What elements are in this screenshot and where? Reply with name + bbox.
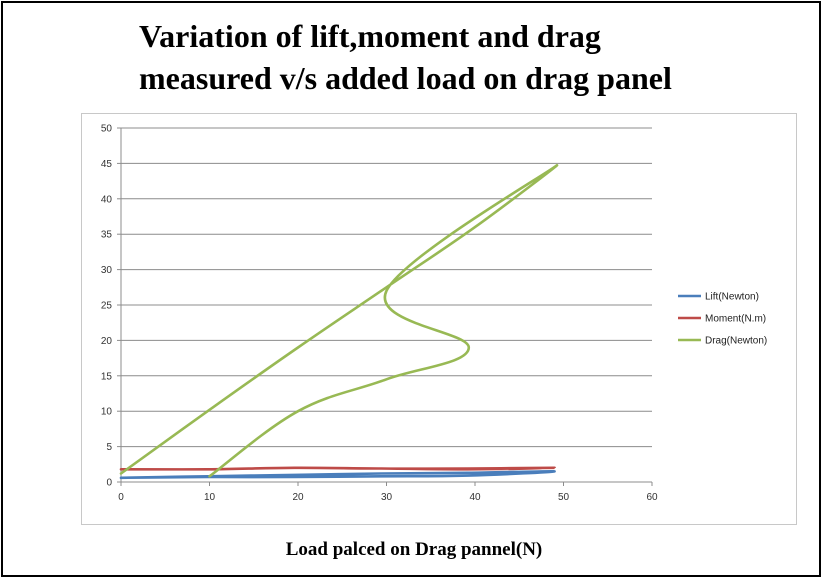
plot-area-box: 0 5 10 15 20 25 30 35 40 45 50 0 10 20 30 40 50 60 Lift(N…	[81, 113, 797, 525]
series-line-lift-newton	[119, 470, 556, 480]
y-tick-label: 10	[101, 407, 113, 418]
y-tick-label: 40	[101, 194, 113, 205]
series-lines	[119, 163, 559, 480]
x-tick-label: 50	[558, 492, 570, 503]
chart-title-line-2: measured v/s added load on drag panel	[139, 60, 672, 96]
legend: Lift(Newton) Moment(N.m) Drag(Newton)	[678, 292, 767, 347]
series-line-drag-newton	[119, 163, 559, 478]
y-tick-label: 0	[106, 478, 112, 489]
x-tick-label: 40	[469, 492, 481, 503]
x-tick-label: 30	[381, 492, 393, 503]
legend-label-lift-newton: Lift(Newton)	[705, 292, 759, 303]
y-tick-label: 5	[106, 442, 112, 453]
y-tick-label: 15	[101, 371, 113, 382]
x-tick-label: 20	[292, 492, 304, 503]
y-tick-label: 45	[101, 159, 113, 170]
series-line-moment-n-m	[119, 466, 556, 471]
y-tick-label: 25	[101, 301, 113, 312]
line-chart: 0 5 10 15 20 25 30 35 40 45 50 0 10 20 30 40 50 60 Lift(N…	[101, 124, 767, 504]
x-tick-label: 60	[646, 492, 658, 503]
y-tick-label: 50	[101, 124, 113, 135]
y-tick-label: 20	[101, 336, 113, 347]
chart-title: Variation of lift,moment and drag measur…	[139, 15, 779, 99]
y-tick-label: 35	[101, 230, 113, 241]
x-tick-label: 10	[204, 492, 216, 503]
x-tick-label: 0	[118, 492, 124, 503]
legend-label-moment-n-m: Moment(N.m)	[705, 314, 766, 325]
legend-label-drag-newton: Drag(Newton)	[705, 336, 767, 347]
x-axis-label: Load palced on Drag pannel(N)	[285, 539, 543, 560]
axes: 0 5 10 15 20 25 30 35 40 45 50 0 10 20 30 40 50 60	[101, 124, 658, 504]
y-tick-label: 30	[101, 265, 113, 276]
chart-title-line-1: Variation of lift,moment and drag	[139, 18, 601, 54]
